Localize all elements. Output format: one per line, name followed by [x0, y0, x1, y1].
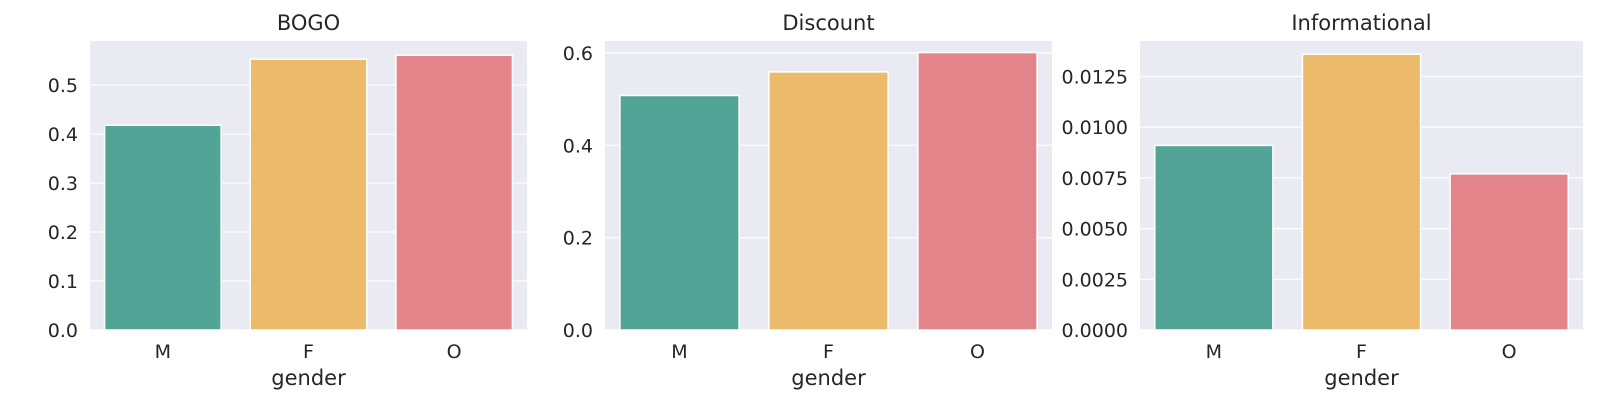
bar-f [768, 71, 889, 331]
x-tick-label: F [1356, 341, 1367, 363]
chart-title: Informational [1291, 11, 1431, 35]
y-tick-label: 0.6 [563, 43, 593, 65]
x-axis-label: gender [1324, 366, 1399, 390]
y-tick-label: 0.0125 [1062, 66, 1128, 88]
y-tick-label: 0.1 [48, 271, 78, 293]
y-tick-label: 0.0075 [1062, 168, 1128, 190]
x-axis-label: gender [791, 366, 866, 390]
x-tick-label: M [1206, 341, 1222, 363]
bar-m [1154, 144, 1274, 331]
bar-o [917, 51, 1038, 331]
y-tick-label: 0.3 [48, 173, 78, 195]
chart-panel-1: 0.0 0.1 0.2 0.3 0.4 0.5 M F O BOGO gender [48, 11, 527, 390]
x-tick-label: F [303, 341, 314, 363]
y-tick-label: 0.0 [563, 320, 593, 342]
y-tick-label: 0.0100 [1062, 117, 1128, 139]
y-tick-label: 0.4 [563, 135, 593, 157]
y-tick-label: 0.0 [48, 320, 78, 342]
y-tick-label: 0.2 [563, 228, 593, 250]
bar-m [619, 94, 740, 331]
x-tick-label: M [155, 341, 171, 363]
y-tick-label: 0.0025 [1062, 269, 1128, 291]
x-tick-label: O [447, 341, 462, 363]
x-tick-label: O [970, 341, 985, 363]
bar-o [1449, 173, 1569, 331]
bar-m [103, 124, 222, 331]
chart-title: Discount [782, 11, 874, 35]
x-axis-label: gender [271, 366, 346, 390]
bar-f [1301, 53, 1422, 331]
chart-panel-2: 0.0 0.2 0.4 0.6 M F O Discount gender [563, 11, 1052, 390]
y-tick-label: 0.2 [48, 222, 78, 244]
y-tick-label: 0.0000 [1062, 320, 1128, 342]
y-tick-label: 0.5 [48, 75, 78, 97]
bar-f [249, 58, 368, 331]
x-tick-label: F [823, 341, 834, 363]
x-tick-label: O [1502, 341, 1517, 363]
y-tick-label: 0.4 [48, 124, 78, 146]
bar-o [395, 54, 514, 331]
x-tick-label: M [671, 341, 687, 363]
chart-panel-3: 0.0000 0.0025 0.0050 0.0075 0.0100 0.0125 M F O I… [1062, 11, 1583, 390]
chart-title: BOGO [277, 11, 340, 35]
y-tick-label: 0.0050 [1062, 219, 1128, 241]
